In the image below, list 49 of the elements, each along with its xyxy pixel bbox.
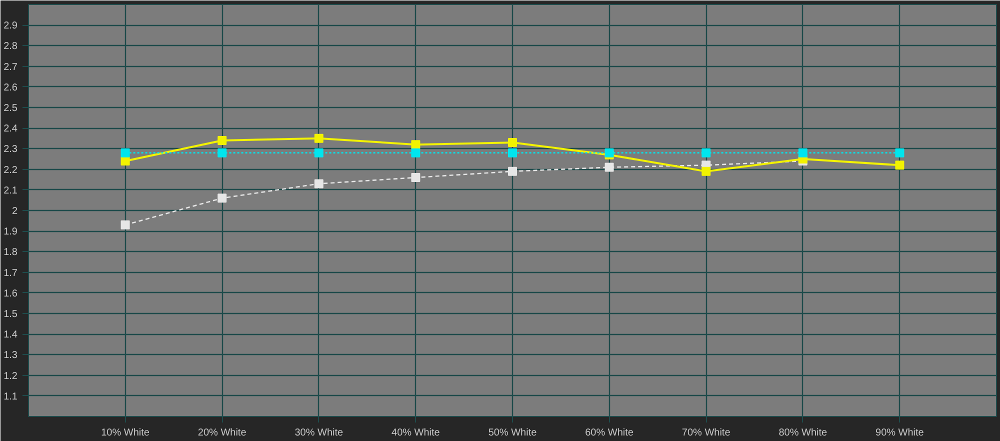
y-tick-label: 1.8	[4, 247, 18, 258]
x-tick-label: 90% White	[876, 428, 924, 438]
x-tick-label: 30% White	[294, 428, 344, 438]
x-tick-label: 20% White	[198, 428, 247, 438]
y-tick-label: 2.9	[4, 20, 18, 32]
point	[895, 148, 904, 158]
y-tick-label: 1.1	[4, 391, 18, 402]
point	[895, 160, 904, 170]
point	[411, 148, 420, 158]
point	[314, 148, 324, 158]
point	[314, 179, 324, 188]
y-tick-label: 1.9	[4, 226, 18, 238]
y-tick-label: 2	[12, 206, 18, 217]
point	[120, 148, 130, 158]
y-tick-label: 2.2	[4, 164, 18, 176]
y-tick-label: 1.4	[4, 330, 18, 341]
point	[218, 194, 227, 203]
point	[604, 162, 614, 172]
x-tick-label: 60% White	[585, 428, 634, 438]
point	[218, 136, 227, 145]
point	[411, 140, 420, 150]
point	[702, 166, 711, 176]
x-tick-label: 40% White	[392, 428, 440, 438]
point	[411, 173, 420, 182]
y-tick-label: 1.2	[4, 370, 18, 382]
point	[508, 148, 517, 158]
y-tick-label: 2.6	[4, 82, 18, 94]
y-tick-label: 2.7	[4, 62, 18, 73]
point	[314, 134, 324, 143]
point	[120, 220, 130, 230]
point	[508, 138, 517, 148]
y-tick-label: 2.8	[4, 41, 18, 52]
x-tick-label: 50% White	[488, 428, 538, 438]
y-tick-label: 1.3	[4, 350, 18, 362]
y-tick-label: 2.3	[4, 144, 18, 156]
y-tick-label: 2.1	[4, 185, 18, 196]
y-tick-label: 1.6	[4, 288, 18, 300]
x-tick-label: 80% White	[778, 428, 828, 438]
y-tick-label: 1.7	[4, 268, 18, 279]
point	[218, 148, 227, 158]
point	[120, 156, 130, 166]
x-tick-label: 10% White	[101, 428, 150, 438]
point	[508, 166, 517, 176]
x-tick-label: 70% White	[682, 428, 731, 438]
y-tick-label: 2.4	[4, 124, 18, 135]
y-tick-label: 2.5	[4, 103, 18, 114]
point	[798, 148, 808, 158]
y-tick-label: 1.5	[4, 309, 18, 320]
point	[702, 148, 711, 158]
